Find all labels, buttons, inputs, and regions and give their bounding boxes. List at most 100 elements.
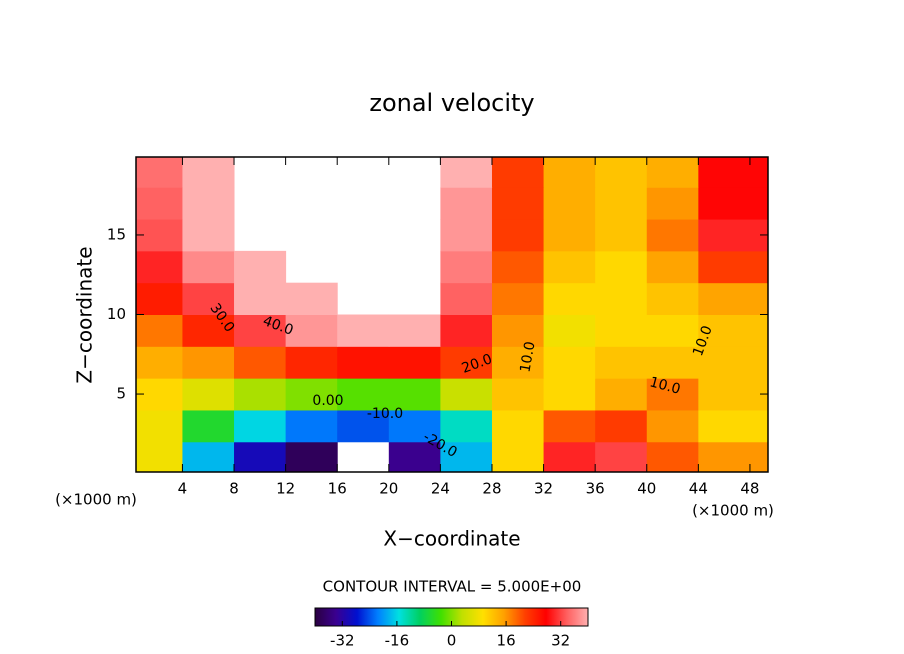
heat-cell [543,219,596,252]
heat-cell [595,409,648,443]
heat-cell [234,250,287,284]
heat-cell [136,441,183,473]
heat-cell [440,314,493,347]
x-tick-label: 16 [328,480,347,498]
heat-cell [388,441,441,473]
heat-cell [646,282,699,315]
heat-cell [543,409,596,443]
colorbar-tick-label: 32 [551,632,570,650]
heat-cell [136,314,183,347]
heat-cell [388,314,441,347]
heat-cell [440,250,493,284]
contour-label: 10.0 [517,340,538,373]
x-tick-label: 24 [431,480,450,498]
heat-cell [440,346,493,379]
x-unit: (×1000 m) [55,491,137,509]
heat-cell [543,441,596,473]
heat-cell [285,441,338,473]
heat-cell [182,219,235,252]
heat-cell [136,282,183,315]
heat-cell [182,282,235,315]
heat-cell [491,282,545,315]
heat-cell [595,314,648,347]
footnote: CONTOUR INTERVAL = 5.000E+00 [323,578,582,596]
heat-cell [646,314,699,347]
heat-cell [646,346,699,379]
heat-cell [285,409,338,443]
heat-cell [491,314,545,347]
heat-cell [234,314,287,347]
heat-cell [182,409,235,443]
y-axis-label: Z−coordinate [73,246,97,383]
heat-cell [440,219,493,252]
heat-cell [595,187,648,220]
heat-cell [698,250,769,284]
contour-label: 0.00 [312,393,343,409]
colorbar-tick-label: -16 [385,632,410,650]
contour-label: -10.0 [367,406,403,422]
x-tick-label: 8 [229,480,239,498]
heat-cell [136,346,183,379]
heat-cell [646,441,699,473]
heat-cell [698,409,769,443]
x-tick-label: 48 [740,480,759,498]
heat-cell [440,187,493,220]
heat-cell [182,250,235,284]
heat-cell [136,409,183,443]
heat-cell [234,282,287,315]
heat-cell [388,346,441,379]
heat-cell [337,378,390,411]
heat-cell [234,441,287,473]
heat-cell [182,378,235,411]
heat-cell [491,187,545,220]
x-tick-label: 12 [276,480,295,498]
heat-cell [595,378,648,411]
x-unit: (×1000 m) [692,502,774,520]
heat-cell [646,409,699,443]
heat-cell [491,409,545,443]
x-tick-label: 4 [178,480,188,498]
heat-cell [440,441,493,473]
heat-cell [698,219,769,252]
x-axis-label: X−coordinate [383,527,520,551]
heat-cell [388,378,441,411]
heat-cell [698,187,769,220]
heat-cell [595,346,648,379]
heat-cell [646,219,699,252]
heat-cell [595,441,648,473]
y-tick-label: 10 [107,305,126,323]
heat-cell [440,378,493,411]
heat-cell [543,314,596,347]
heat-cell [491,219,545,252]
heat-cell [182,314,235,347]
heat-cell [182,441,235,473]
x-tick-label: 32 [534,480,553,498]
heat-cell [543,187,596,220]
heat-cell [285,346,338,379]
heat-cell [440,409,493,443]
heat-cell [543,250,596,284]
heat-cell [698,282,769,315]
heat-cell [595,282,648,315]
y-tick-label: 15 [107,225,126,243]
heat-cell [491,157,545,188]
heat-cell [337,409,390,443]
heat-cell [491,250,545,284]
x-tick-label: 44 [689,480,708,498]
heat-cell [543,378,596,411]
x-tick-label: 20 [379,480,398,498]
heat-cell [595,157,648,188]
heat-cell [595,250,648,284]
heat-cell [543,157,596,188]
heat-cell [440,282,493,315]
heat-cell [543,282,596,315]
heat-cell [234,378,287,411]
heat-cell [182,346,235,379]
heat-cell [440,157,493,188]
heat-cell [491,378,545,411]
x-tick-label: 40 [637,480,656,498]
heat-cell [285,314,338,347]
heat-cell [234,346,287,379]
heat-cell [698,346,769,379]
y-tick-label: 5 [116,385,126,403]
